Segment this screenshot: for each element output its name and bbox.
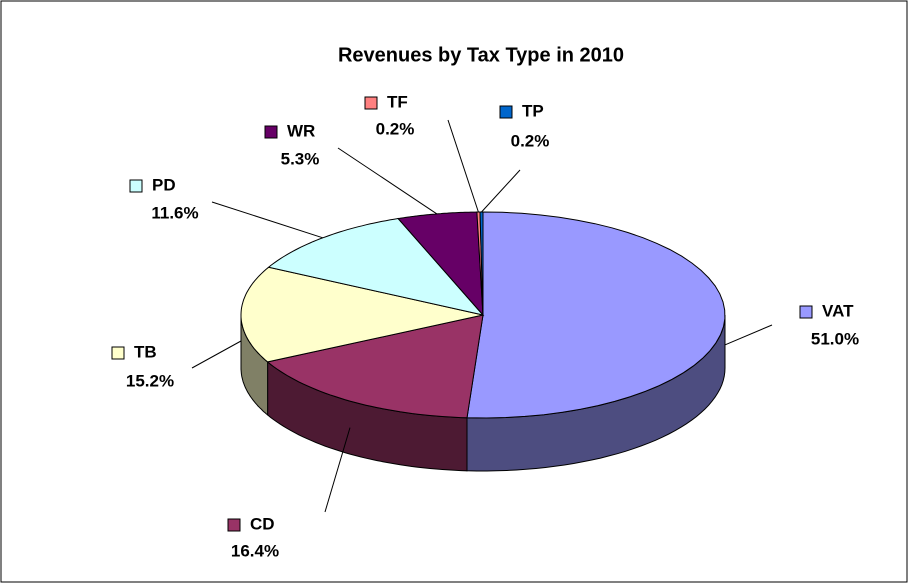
- value-label: 11.6%: [151, 203, 198, 222]
- leader-line: [191, 340, 242, 369]
- value-label: 51.0%: [811, 329, 859, 348]
- value-label: 0.2%: [376, 119, 415, 138]
- legend-swatch: [111, 346, 125, 360]
- title-box: [270, 36, 692, 76]
- legend-swatch: [227, 518, 241, 532]
- legend-swatch: [799, 305, 813, 319]
- value-label: 0.2%: [511, 131, 550, 150]
- legend-swatch: [364, 96, 378, 110]
- leader-line: [724, 324, 773, 346]
- value-label: 15.2%: [126, 371, 174, 390]
- slice: [266, 314, 484, 419]
- value-label: 16.4%: [231, 541, 279, 560]
- slice: [240, 266, 484, 363]
- category-label: PD: [152, 175, 176, 194]
- leader-line: [447, 119, 479, 213]
- legend-swatch: [129, 179, 143, 193]
- category-label: VAT: [822, 301, 854, 320]
- legend-swatch: [499, 105, 513, 119]
- category-label: CD: [250, 514, 275, 533]
- chart-title: Revenues by Tax Type in 2010: [338, 44, 624, 66]
- category-label: TF: [387, 92, 408, 111]
- leader-line: [337, 147, 438, 215]
- category-label: WR: [287, 121, 315, 140]
- leader-line: [481, 169, 521, 213]
- slice: [466, 211, 726, 419]
- leader-line: [211, 201, 323, 239]
- leader-line: [324, 427, 351, 513]
- category-label: TP: [522, 101, 544, 120]
- category-label: TB: [134, 342, 157, 361]
- legend-swatch: [264, 125, 278, 139]
- value-label: 5.3%: [281, 149, 320, 168]
